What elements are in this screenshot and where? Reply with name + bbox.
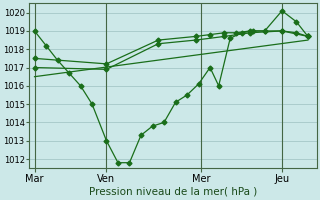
- X-axis label: Pression niveau de la mer( hPa ): Pression niveau de la mer( hPa ): [89, 187, 257, 197]
